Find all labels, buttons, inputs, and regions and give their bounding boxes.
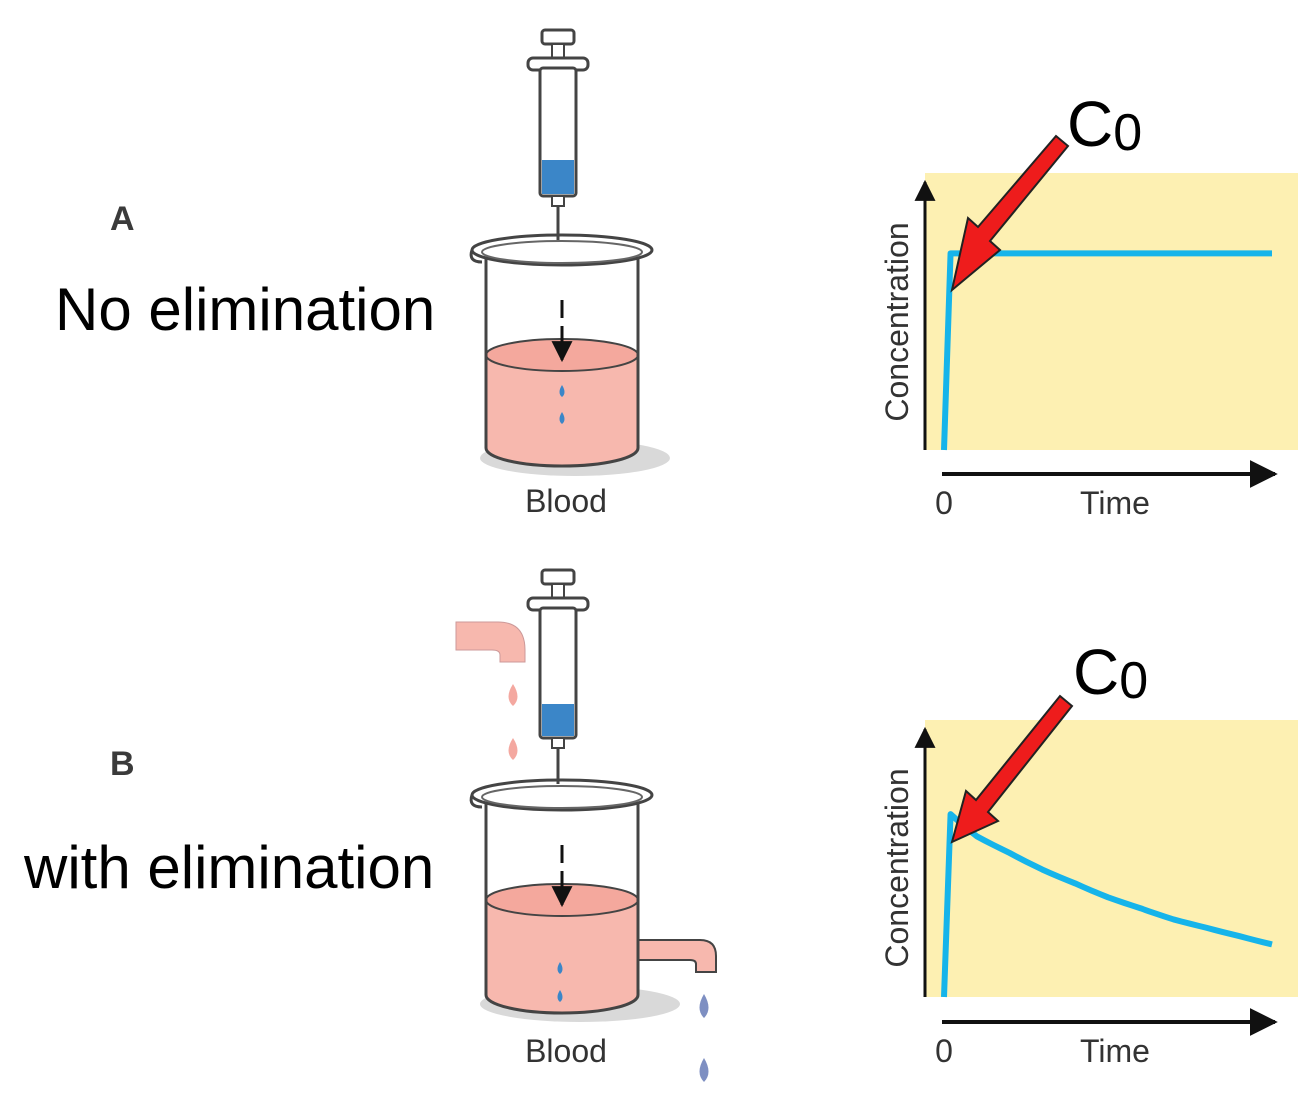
plunger-top [540, 28, 576, 46]
syringe-drug [542, 160, 574, 194]
outflow-drop [699, 994, 709, 1018]
inflow-drop [508, 684, 518, 706]
c0-pointer-arrow [950, 134, 1070, 293]
beaker-rim [470, 778, 654, 812]
chart-background [925, 720, 1298, 997]
chart-background [925, 173, 1298, 450]
beaker-a: Blood [469, 233, 670, 519]
drug-drop [559, 412, 565, 424]
beaker-rim [470, 233, 654, 267]
x-tick-0: 0 [935, 485, 953, 521]
beaker-spout [469, 249, 483, 264]
inflow-pipe [455, 621, 526, 663]
inflow-drop [508, 738, 518, 760]
chart-a: Concentration 0 Time C0 [879, 88, 1298, 521]
blood-label: Blood [525, 483, 607, 519]
beaker-glass [484, 258, 640, 468]
x-tick-0: 0 [935, 1033, 953, 1069]
drug-drop [559, 385, 565, 397]
syringe-drug [542, 704, 574, 736]
c0-label: C0 [1067, 88, 1142, 162]
concentration-curve [941, 250, 1272, 451]
panel-a: A No elimination Blood [55, 28, 1298, 521]
panel-letter-a: A [110, 200, 135, 238]
y-axis-label: Concentration [879, 222, 915, 421]
c0-pointer-arrow [950, 694, 1074, 844]
syringe-b [526, 568, 590, 784]
x-axis-label: Time [1080, 485, 1150, 521]
plunger-top [540, 568, 576, 586]
beaker-b: Blood [469, 778, 717, 1082]
blood-liquid [486, 900, 638, 1013]
c0-label: C0 [1073, 636, 1148, 710]
panel-letter-b: B [110, 745, 135, 783]
y-axis-label: Concentration [879, 768, 915, 967]
beaker-glass [484, 803, 640, 1015]
x-axis-label: Time [1080, 1033, 1150, 1069]
blood-liquid [486, 355, 638, 466]
blood-label: Blood [525, 1033, 607, 1069]
chart-b: Concentration 0 Time C0 [879, 636, 1298, 1069]
beaker-spout [469, 794, 483, 809]
syringe-a [526, 28, 590, 240]
drug-drop [557, 962, 563, 974]
caption-no-elimination: No elimination [55, 276, 435, 343]
caption-with-elimination: with elimination [23, 834, 434, 901]
outflow-tap [637, 939, 717, 973]
concentration-curve [941, 811, 1273, 998]
panel-b: B with elimination Blood [23, 568, 1298, 1082]
drug-drop [557, 990, 563, 1002]
outflow-drop [699, 1058, 709, 1082]
